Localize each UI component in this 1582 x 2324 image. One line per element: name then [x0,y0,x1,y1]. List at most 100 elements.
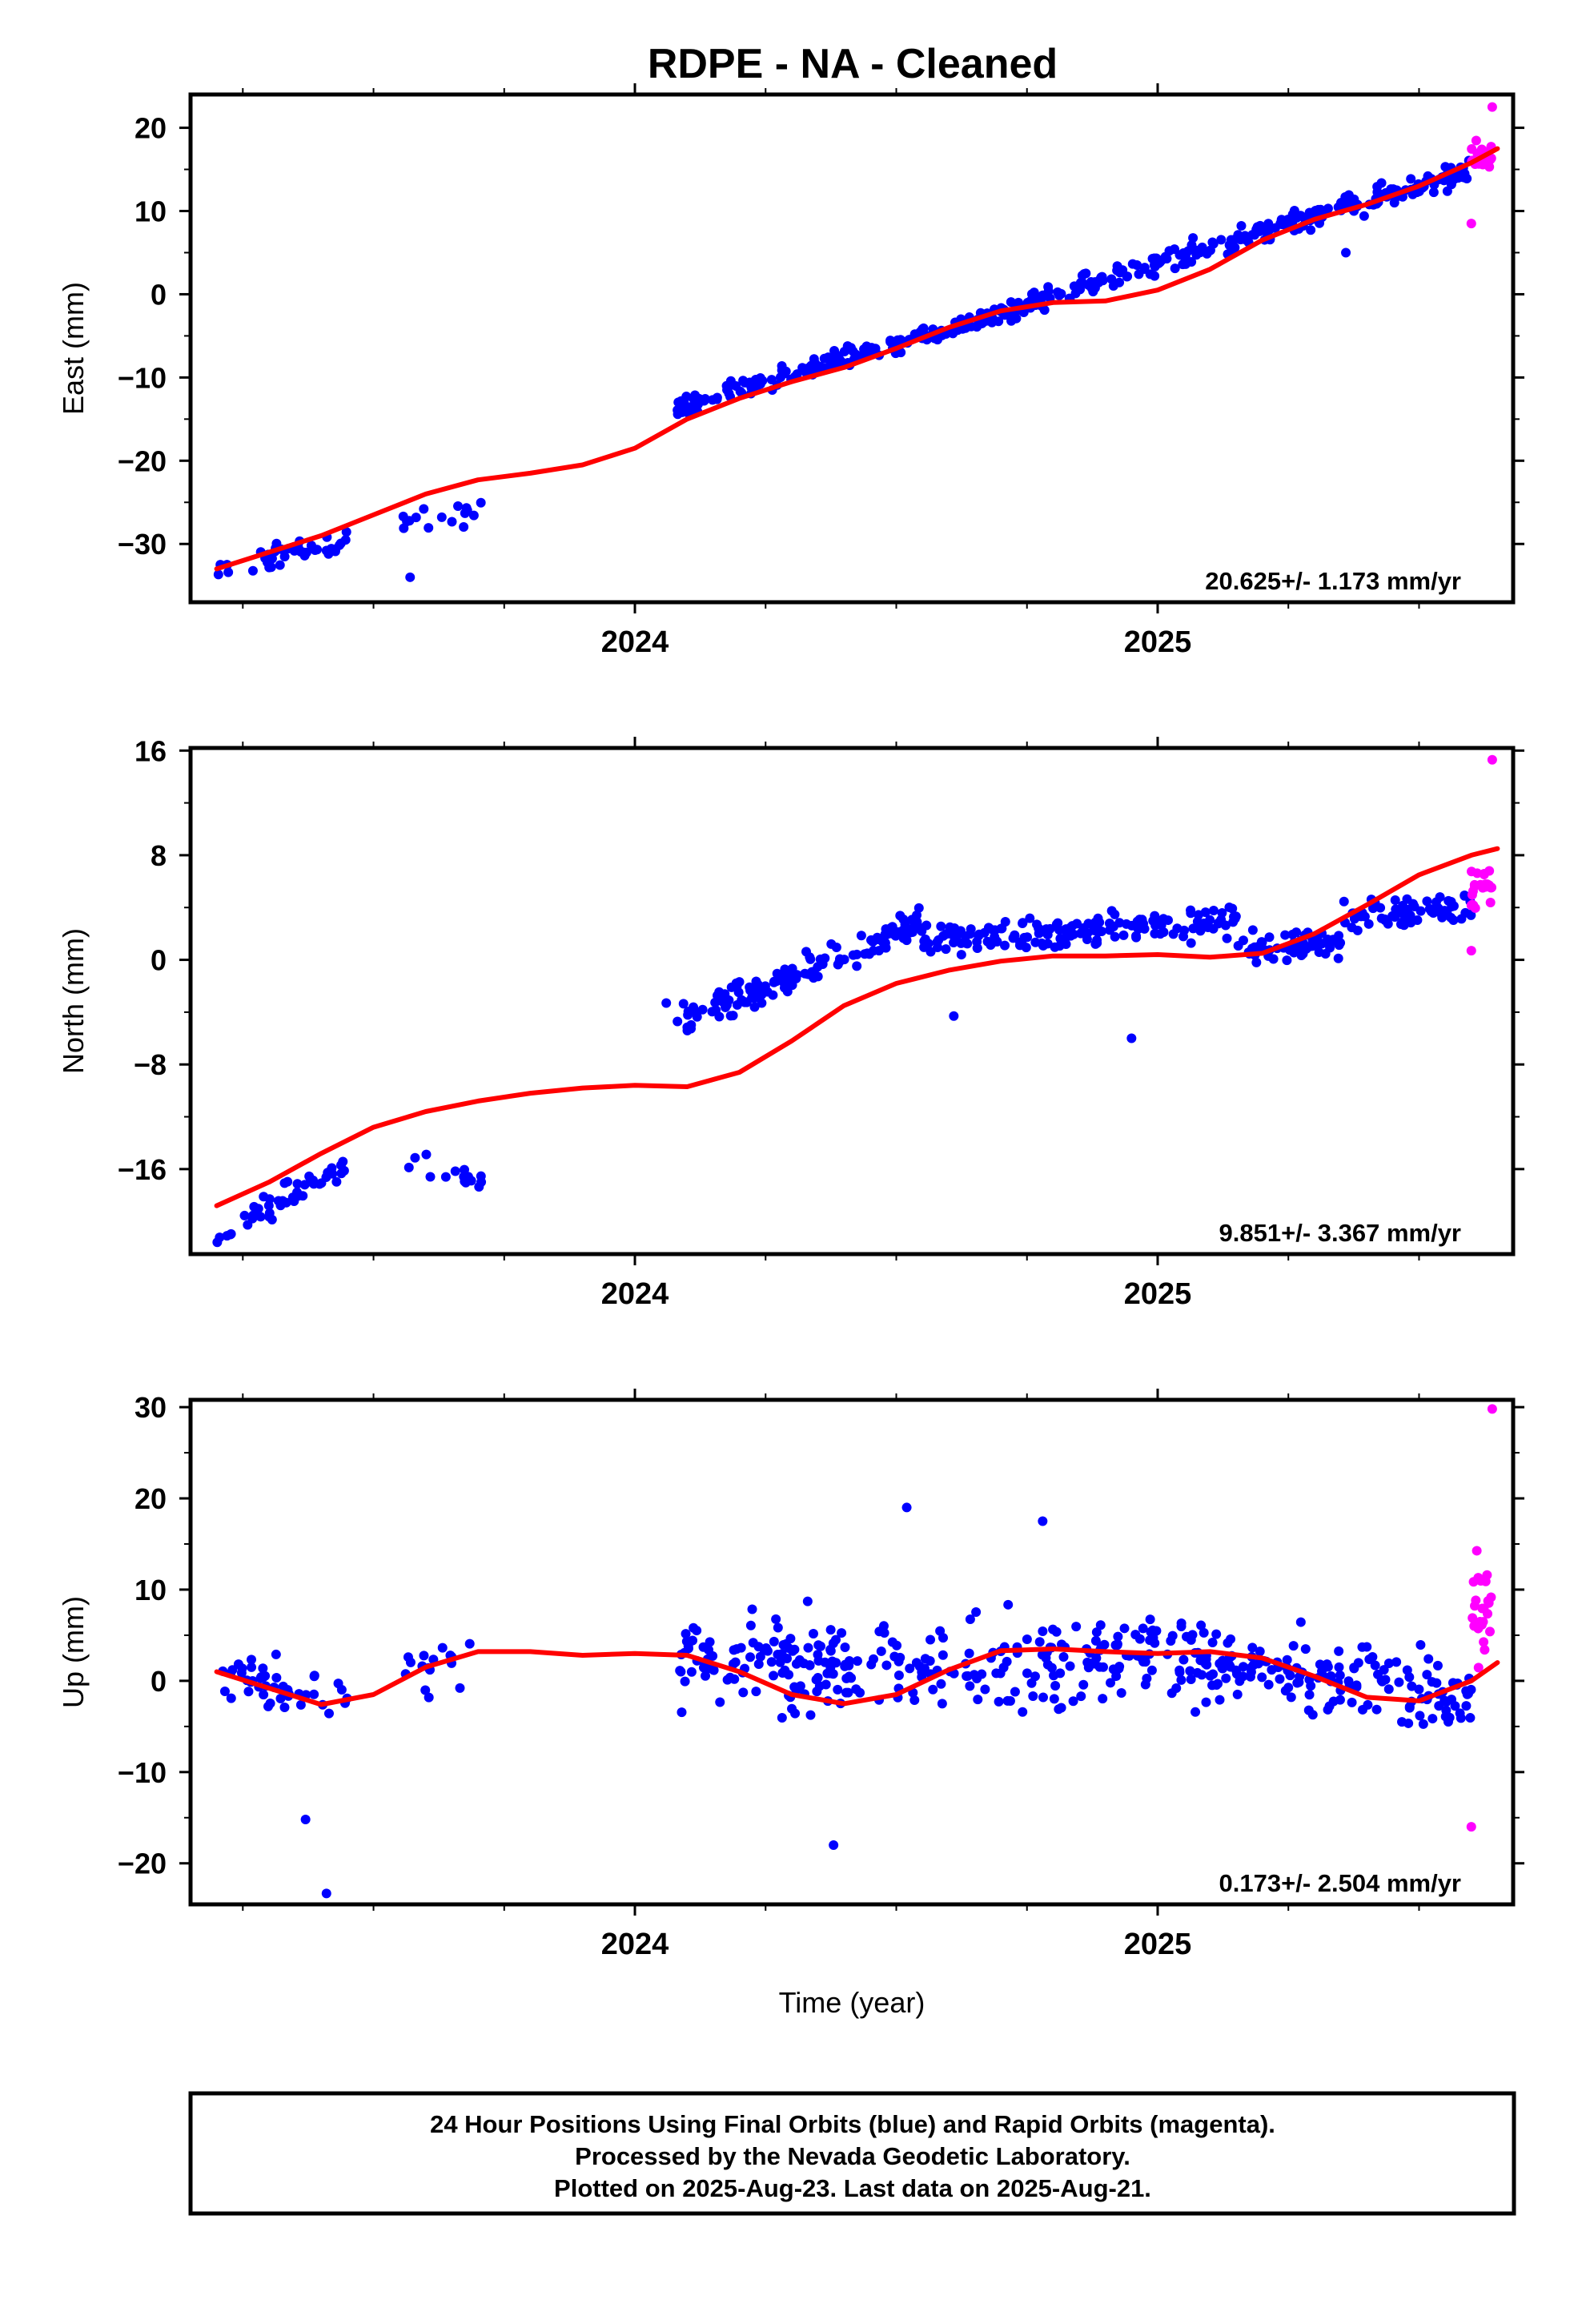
final-orbit-point [1076,1691,1086,1702]
final-orbit-point [997,923,1007,934]
final-orbit-point [247,1213,258,1224]
final-orbit-point [844,1655,854,1666]
final-orbit-point [1422,896,1432,907]
final-orbit-point [1119,1623,1130,1634]
final-orbit-point [410,1152,420,1163]
final-orbit-point [278,1681,288,1691]
final-orbit-point [846,1673,857,1683]
final-orbit-point [1363,919,1374,929]
rapid-orbit-point [1466,946,1476,956]
final-orbit-point [411,513,421,523]
final-orbit-point [331,1176,342,1187]
final-orbit-point [453,501,464,511]
final-orbit-point [1191,1707,1201,1717]
rapid-orbit-point [1472,868,1483,879]
final-orbit-point [1383,1684,1394,1695]
final-orbit-point [766,1657,777,1667]
final-orbit-point [1145,269,1155,279]
final-orbit-point [705,1637,715,1647]
y-tick-label: 20 [135,112,167,145]
final-orbit-point [1038,1692,1048,1703]
final-orbit-point [1434,1701,1444,1711]
final-orbit-point [1282,955,1292,966]
final-orbit-point [1371,1704,1382,1715]
final-orbit-point [1034,923,1044,934]
final-orbit-point [954,929,964,939]
y-tick-label: −10 [118,361,167,394]
final-orbit-point [833,959,843,970]
final-orbit-point [909,1695,920,1706]
y-tick-label: 10 [135,195,167,228]
final-orbit-point [881,1660,892,1671]
final-orbit-point [1037,1650,1047,1660]
final-orbit-point [1351,1682,1362,1692]
x-tick-label: 2025 [1124,1928,1192,1961]
final-orbit-point [223,567,234,577]
final-orbit-point [1216,915,1227,925]
final-orbit-point [747,992,757,1003]
final-orbit-point [405,1657,416,1667]
final-orbit-point [1456,1713,1466,1723]
final-orbit-point [1313,204,1323,215]
figure-title: RDPE - NA - Cleaned [648,41,1058,87]
final-orbit-point [476,497,486,508]
final-orbit-point [1253,942,1263,952]
final-orbit-point [826,939,837,949]
panel-north: 16 8 0 −8 −16 2024 2025 North (mm) 9.851+/- 3.36… [57,734,1524,1311]
final-orbit-point [905,1663,915,1674]
final-orbit-point [1130,1630,1141,1640]
x-tick-label: 2025 [1124,625,1192,659]
final-orbit-point [680,1676,690,1687]
y-tick-label: 0 [151,278,167,311]
final-orbit-point [1333,953,1343,963]
final-orbit-point [1186,938,1196,948]
final-orbit-point [1431,897,1441,907]
final-orbit-point [1322,1659,1332,1670]
final-orbit-point [761,1642,771,1653]
final-orbit-point [1154,258,1164,268]
final-orbit-point [710,997,721,1007]
final-orbit-point [222,1231,232,1241]
final-orbit-point [1178,251,1188,261]
final-orbit-point [1178,931,1189,942]
final-orbit-point [323,1708,334,1719]
final-orbit-point [1126,1033,1137,1043]
rapid-orbit-point [1468,1613,1478,1623]
final-orbit-point [1323,203,1333,214]
final-orbit-point [1303,1705,1314,1715]
final-orbit-point [1247,1642,1258,1653]
final-orbit-point [1304,1690,1315,1700]
final-orbit-point [1233,230,1243,240]
final-orbit-point [1207,1638,1218,1648]
final-orbit-point [462,505,472,516]
final-orbit-point [851,1684,861,1695]
final-orbit-point [938,1650,948,1660]
final-orbit-point [972,943,982,953]
x-tick-label: 2024 [601,1928,669,1961]
final-orbit-point [1226,1634,1236,1644]
final-orbit-point [1343,190,1354,200]
final-orbit-point [1231,1665,1242,1675]
final-orbit-point [246,1655,256,1665]
final-orbit-point [728,1011,738,1021]
rapid-orbit-point [1467,890,1477,900]
rapid-orbit-point [1484,1598,1494,1608]
final-orbit-point [780,964,790,975]
final-orbit-point [265,1698,275,1708]
final-orbit-point [239,1210,250,1220]
final-orbit-point [1050,1680,1061,1691]
final-orbit-point [1121,919,1131,929]
final-orbit-point [237,1663,247,1674]
x-tick-label: 2024 [601,1277,669,1311]
final-orbit-point [1324,1701,1335,1711]
final-orbit-point [738,1687,749,1698]
final-orbit-point [809,354,819,364]
final-orbit-point [1447,900,1457,911]
final-orbit-point [1437,912,1447,923]
final-orbit-point [1339,896,1349,907]
final-orbit-point [275,560,285,570]
final-orbit-point [1145,1614,1155,1625]
panel-up: 30 20 10 0 −10 −20 2024 2025 Up (mm) Time (year) 0… [57,1389,1524,2019]
final-orbit-point [1335,938,1346,948]
final-orbit-point [1423,1654,1434,1664]
